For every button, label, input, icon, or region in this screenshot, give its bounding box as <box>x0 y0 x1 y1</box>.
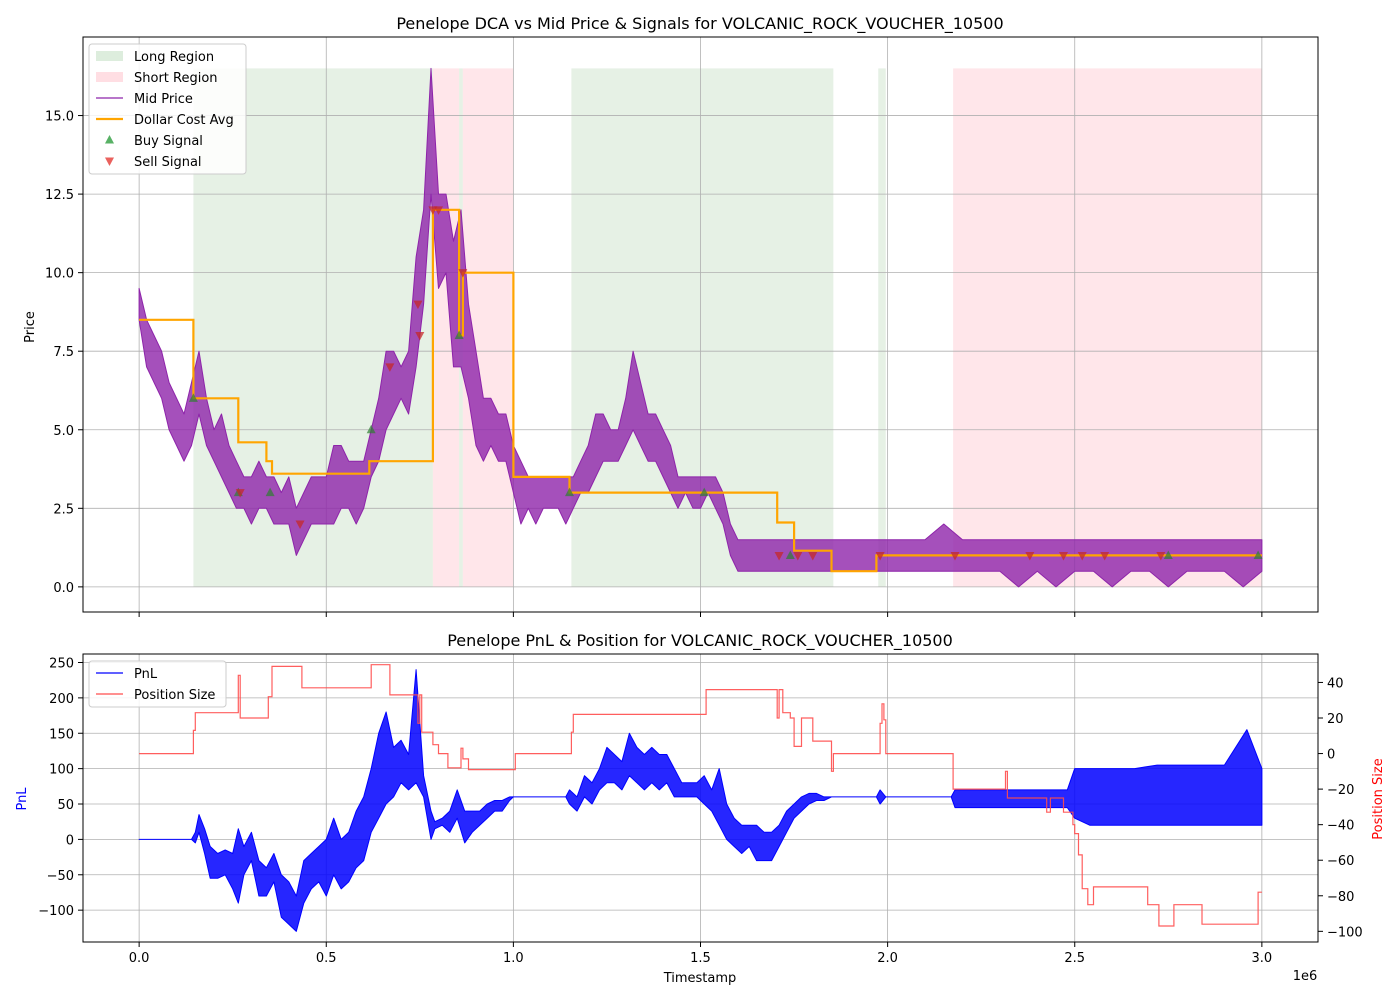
pnl-line <box>138 669 1263 932</box>
region-long <box>878 68 886 587</box>
y-tick-label: 0 <box>66 833 74 848</box>
position-size-line <box>139 664 1262 927</box>
x-tick-label: 1.0 <box>503 951 524 966</box>
right-y-tick-label: 20 <box>1327 712 1344 727</box>
buy-signal-marker <box>699 487 709 497</box>
legend-label: Buy Signal <box>134 134 203 149</box>
legend-label: Long Region <box>134 50 214 65</box>
legend-swatch <box>96 72 123 82</box>
region-long <box>571 68 834 587</box>
sell-signal-marker <box>1156 551 1166 561</box>
position-regions <box>193 68 1262 587</box>
position-y-ticks: −100 −80 −60 −40 −20 0 20 40 <box>1318 676 1363 940</box>
right-y-tick-label: −100 <box>1327 925 1363 940</box>
sell-signal-marker <box>415 331 425 341</box>
legend-swatch <box>105 157 114 166</box>
y-tick-label: 5.0 <box>53 424 74 439</box>
x-tick-label: 1.5 <box>690 951 711 966</box>
sell-signal-marker <box>793 551 803 561</box>
pnl-legend: PnL Position Size <box>88 660 227 708</box>
price-gridlines <box>83 37 1318 612</box>
x-tick-label: 0.0 <box>129 951 150 966</box>
y-tick-label: 50 <box>57 798 74 813</box>
pnl-panel-title: Penelope PnL & Position for VOLCANIC_ROC… <box>447 631 953 651</box>
price-y-ticks: 0.0 2.5 5.0 7.5 10.0 12.5 15.0 <box>45 110 83 596</box>
sell-signal-marker <box>1077 551 1087 561</box>
sell-signal-marker <box>1100 551 1110 561</box>
buy-signal-marker <box>1163 550 1173 559</box>
legend-label: Dollar Cost Avg <box>134 113 234 128</box>
price-legend: Long Region Short Region Mid Price Dollar C… <box>88 43 247 175</box>
pnl-x-ticks: 0.0 0.5 1.0 1.5 2.0 2.5 3.0 <box>129 942 1272 966</box>
x-axis-label: Timestamp <box>663 971 737 986</box>
pnl-y-axis-label: PnL <box>15 787 30 811</box>
sell-signal-marker <box>385 363 395 372</box>
sell-signal-marker <box>295 520 305 530</box>
buy-signal-marker <box>366 424 376 434</box>
trade-signals <box>188 206 1263 561</box>
sell-signal-marker <box>1059 551 1069 561</box>
buy-signal-marker <box>188 393 198 402</box>
region-short <box>953 68 1262 587</box>
sell-signal-marker <box>774 551 784 561</box>
y-tick-label: 200 <box>49 692 74 707</box>
legend-label: Short Region <box>134 71 218 86</box>
buy-signal-marker <box>565 487 575 497</box>
legend-label: Position Size <box>134 688 215 703</box>
right-y-tick-label: 40 <box>1327 676 1344 691</box>
x-tick-label: 3.0 <box>1252 951 1273 966</box>
y-tick-label: −50 <box>47 869 74 884</box>
sell-signal-marker <box>434 206 444 215</box>
price-panel-title: Penelope DCA vs Mid Price & Signals for … <box>396 14 1003 34</box>
right-y-tick-label: −20 <box>1327 783 1354 798</box>
y-tick-label: 12.5 <box>45 188 74 203</box>
y-tick-label: 150 <box>49 727 74 742</box>
sell-signal-marker <box>808 551 818 561</box>
legend-label: Sell Signal <box>134 155 202 170</box>
y-tick-label: 250 <box>49 656 74 671</box>
buy-signal-marker <box>265 487 275 497</box>
y-tick-label: 7.5 <box>53 345 74 360</box>
buy-signal-marker <box>785 550 795 559</box>
mid-price-line <box>138 67 1263 588</box>
y-tick-label: −100 <box>38 904 74 919</box>
pnl-y-ticks: −100 −50 0 50 100 150 200 250 <box>38 656 83 919</box>
y-tick-label: 15.0 <box>45 110 74 125</box>
x-tick-label: 2.5 <box>1064 951 1085 966</box>
buy-signal-marker <box>454 330 464 339</box>
legend-box <box>88 660 227 708</box>
sell-signal-marker <box>1025 551 1035 561</box>
sell-signal-marker <box>235 489 245 498</box>
right-y-tick-label: −40 <box>1327 819 1354 834</box>
legend-swatch <box>96 51 123 61</box>
pnl-series <box>138 664 1263 932</box>
sell-signal-marker <box>875 551 885 561</box>
price-panel: Penelope DCA vs Mid Price & Signals for … <box>23 14 1319 617</box>
y-tick-label: 2.5 <box>53 502 74 517</box>
price-x-ticks <box>138 612 1263 617</box>
sell-signal-marker <box>413 300 423 310</box>
y-tick-label: 0.0 <box>53 581 74 596</box>
legend-label: Mid Price <box>134 92 193 107</box>
legend-swatch <box>105 135 114 144</box>
buy-signal-marker <box>1253 550 1263 559</box>
position-y-axis-label: Position Size <box>1371 758 1386 839</box>
sell-signal-marker <box>458 269 468 278</box>
x-tick-label: 0.5 <box>316 951 337 966</box>
legend-label: PnL <box>134 667 158 682</box>
price-y-axis-label: Price <box>23 311 38 343</box>
y-tick-label: 10.0 <box>45 267 74 282</box>
right-y-tick-label: −80 <box>1327 890 1354 905</box>
x-axis-offset-label: 1e6 <box>1293 969 1318 984</box>
sell-signal-marker <box>950 551 960 561</box>
pnl-panel: Penelope PnL & Position for VOLCANIC_ROC… <box>15 631 1386 986</box>
right-y-tick-label: 0 <box>1327 748 1335 763</box>
right-y-tick-label: −60 <box>1327 854 1354 869</box>
x-tick-label: 2.0 <box>877 951 898 966</box>
legend-box <box>88 43 247 175</box>
y-tick-label: 100 <box>49 763 74 778</box>
